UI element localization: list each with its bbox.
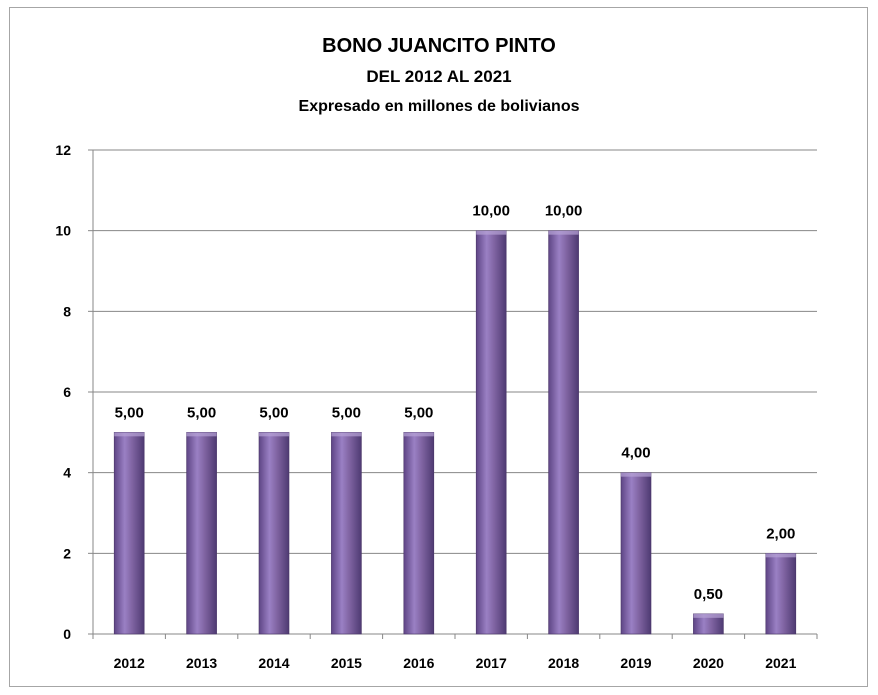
chart-subtitle-units: Expresado en millones de bolivianos — [298, 98, 580, 115]
y-tick-label: 6 — [63, 384, 71, 400]
bar-top-highlight — [693, 613, 724, 618]
bar-top-highlight — [621, 472, 651, 477]
x-tick-label: 2016 — [403, 655, 434, 671]
x-tick-label: 2014 — [258, 655, 289, 671]
chart-subtitle: DEL 2012 AL 2021 — [366, 67, 512, 86]
data-label: 5,00 — [332, 404, 361, 421]
data-label: 5,00 — [259, 404, 288, 421]
x-tick-label: 2020 — [693, 655, 724, 671]
data-label: 5,00 — [187, 404, 216, 421]
y-tick-label: 10 — [55, 223, 71, 239]
bar-2019 — [620, 472, 652, 635]
y-tick-label: 8 — [63, 303, 71, 319]
data-label: 10,00 — [472, 203, 510, 220]
x-tick-label: 2017 — [476, 655, 507, 671]
chart-frame — [9, 7, 868, 687]
x-tick-label: 2013 — [186, 655, 217, 671]
bar-2017 — [475, 230, 507, 635]
bar-top-highlight — [114, 432, 145, 437]
x-tick-label: 2012 — [114, 655, 145, 671]
x-tick-label: 2021 — [765, 655, 796, 671]
data-label: 5,00 — [404, 404, 433, 421]
bars — [113, 230, 797, 635]
y-tick-label: 2 — [63, 545, 71, 561]
x-tick-label: 2015 — [331, 655, 362, 671]
bar-top-highlight — [765, 553, 796, 558]
bar-2018 — [548, 230, 579, 635]
bar-2021 — [765, 553, 797, 635]
data-label: 5,00 — [115, 404, 144, 421]
x-tick-label: 2018 — [548, 655, 579, 671]
data-label: 2,00 — [766, 525, 795, 542]
data-label: 4,00 — [621, 445, 650, 462]
x-tick-label: 2019 — [620, 655, 651, 671]
data-label: 10,00 — [545, 203, 583, 220]
bar-top-highlight — [259, 432, 289, 437]
bar-2013 — [186, 432, 217, 635]
data-label: 0,50 — [694, 586, 723, 603]
bar-2015 — [331, 432, 362, 635]
chart-title: BONO JUANCITO PINTO — [322, 35, 556, 57]
bar-top-highlight — [186, 432, 217, 437]
bar-top-highlight — [403, 432, 434, 437]
y-tick-label: 0 — [63, 626, 71, 642]
labels: 0 2 4 6 8 10 12 5,00 2012 5,00 2013 5,00 2014 5,00 201… — [55, 142, 796, 671]
bar-top-highlight — [331, 432, 362, 437]
bar-2012 — [113, 432, 145, 635]
bar-2016 — [403, 432, 435, 635]
gridlines — [93, 149, 817, 554]
bar-2014 — [258, 432, 290, 635]
y-tick-label: 4 — [63, 465, 71, 481]
bar-top-highlight — [476, 230, 507, 235]
y-tick-label: 12 — [55, 142, 71, 158]
bar-top-highlight — [548, 230, 579, 235]
